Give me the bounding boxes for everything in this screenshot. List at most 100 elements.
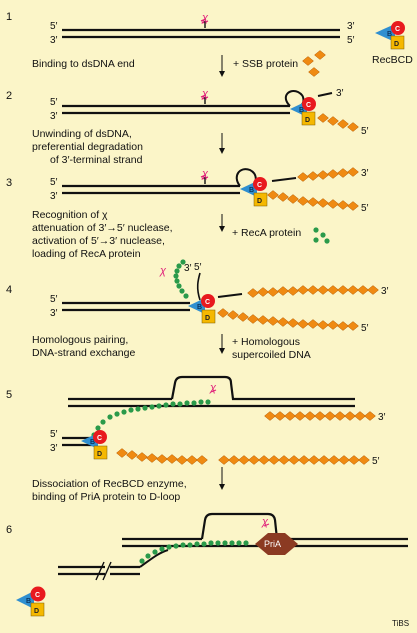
addition-label: + SSB protein [233,58,298,70]
caption-line: preferential degradation [32,141,143,153]
chi-site: χ [209,382,217,394]
end-label: 3′ [347,21,355,32]
step-5-number: 5 [6,389,12,401]
end-label: 5′ [194,262,202,273]
end-label: 5′ [361,126,369,137]
end-label: 5′ [50,177,58,188]
end-label: 3′ [50,443,58,454]
end-label: 3′ [361,168,369,179]
addition-label: + Homologous [232,336,300,348]
step-4: 4 5′ 3′ χ 3′ 5′ [6,259,389,361]
invading-strand [139,549,169,568]
ssb-coated-3prime-strand [297,167,359,182]
addition-label: + RecA protein [232,227,301,239]
chi-site: χ [200,168,209,185]
chi-label: χ [201,12,209,24]
caption-line: attenuation of 3′→5′ nuclease, [32,222,173,234]
reca-protein [313,227,330,244]
arrow-head [219,484,225,490]
d-loop [170,375,355,401]
ssb-coated-5prime-strand [317,113,359,132]
addition-label: supercoiled DNA [232,349,311,361]
end-label: 3′ [378,412,386,423]
pria-protein: PriA [255,533,298,555]
subunit-b-label: B [299,107,304,114]
subunit-c-label: C [35,592,40,599]
end-label: 5′ [50,97,58,108]
subunit-d-label: D [97,451,102,458]
ssdna-5prime-tail [196,272,201,301]
caption-line: Unwinding of dsDNA, [32,128,132,140]
ssdna-loop [284,90,305,107]
end-label: 5′ [372,456,380,467]
reca-coated-invading-strand [139,540,249,564]
ssb-coated-3prime-strand [264,411,376,421]
step-4-number: 4 [6,284,12,296]
subunit-d-label: D [305,117,310,124]
arrow-head [219,348,225,354]
step-2: 2 5′ 3′ χ 3′ B C D 5′ Unwinding of dsDNA… [6,88,369,166]
end-label: 5′ [361,323,369,334]
end-label: 5′ [361,203,369,214]
chi-label: χ [159,265,167,277]
chi-site: χ [159,265,167,277]
subunit-c-label: C [97,435,102,442]
break-mark [102,561,112,581]
degraded-3prime-strand [217,293,243,298]
subunit-b-label: B [26,598,31,605]
chi-site: χ [261,516,270,528]
subunit-c [391,21,405,35]
end-label: 3′ [50,111,58,122]
enzyme-label: RecBCD [372,54,413,66]
chi-label: χ [209,382,217,394]
end-label: 3′ [381,286,389,297]
subunit-b-label: B [90,439,95,446]
ssb-protein [302,50,326,77]
arrow-head [219,148,225,154]
subunit-c-label: C [395,26,400,33]
step-3-number: 3 [6,177,12,189]
subunit-d-label: D [394,41,399,48]
caption-line: activation of 5′→3′ nuclease, [32,235,165,247]
end-label: 5′ [50,21,58,32]
chi-site: χ [200,88,209,105]
caption-line: Dissociation of RecBCD enzyme, [32,478,187,490]
subunit-c-label: C [257,182,262,189]
recbcd-enzyme: B C D RecBCD [372,21,413,66]
subunit-b-label: B [249,187,254,194]
step-5: 5 χ 5′ 3′ [6,375,386,503]
subunit-b-label: B [197,304,202,311]
credit-label: TiBS [392,619,409,628]
chi-site: χ [200,12,209,29]
end-label: 5′ [347,35,355,46]
ssb-coated-5prime-strand [267,190,359,211]
recbcd-enzyme: B C D [188,294,216,324]
end-label: 3′ [336,88,344,99]
recbcd-enzyme: B C D [290,97,316,126]
ssb-coated-5prime-strand [217,308,359,331]
subunit-c-label: C [205,299,210,306]
d-loop [200,512,408,541]
break-mark [95,561,105,581]
subunit-d-label: D [257,198,262,205]
caption-line: of 3′-terminal strand [50,154,143,166]
caption-line: Binding to dsDNA end [32,58,135,70]
subunit-b-label: B [387,31,392,38]
end-label: 3′ [50,308,58,319]
step-2-number: 2 [6,90,12,102]
arrow-head [219,71,225,77]
end-label: 5′ [50,294,58,305]
recbcd-enzyme: B C D [16,586,46,617]
recbcd-enzyme: B C D [81,430,108,460]
degraded-3prime-strand [271,177,297,182]
step-3: 3 5′ 3′ χ 3′ B C D [6,167,369,260]
chi-label: χ [201,88,209,100]
pria-label: PriA [264,539,281,549]
degraded-3prime-strand [317,92,333,97]
subunit-d-label: D [205,315,210,322]
step-6-number: 6 [6,524,12,536]
ssb-coated-5prime-strand [116,448,370,465]
step-6: 6 χ PriA [6,512,409,628]
caption-line: Homologous pairing, [32,334,128,346]
